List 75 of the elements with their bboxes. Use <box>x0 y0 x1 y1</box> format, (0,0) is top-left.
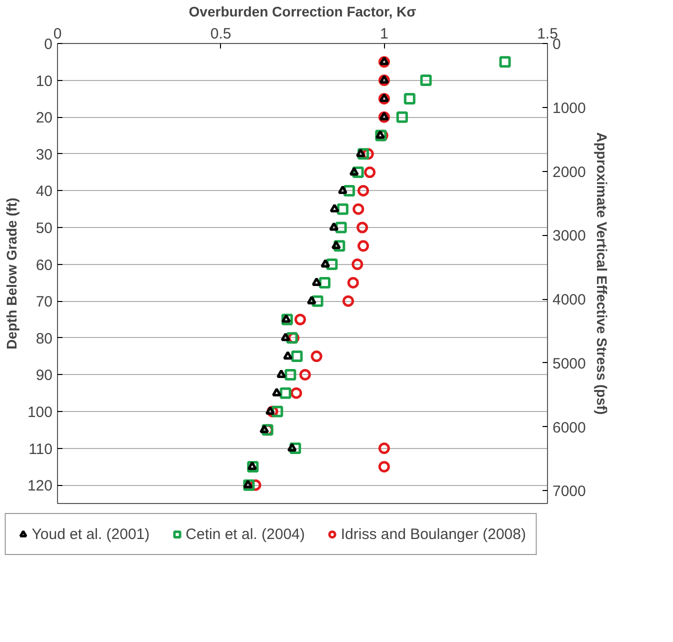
point <box>349 167 359 176</box>
point <box>352 258 364 270</box>
legend-label: Youd et al. (2001) <box>32 526 150 542</box>
point <box>318 276 330 288</box>
point <box>330 204 340 212</box>
point <box>375 130 385 139</box>
point <box>287 443 297 452</box>
point <box>320 259 330 268</box>
point <box>329 222 339 231</box>
point <box>379 112 389 120</box>
point <box>290 387 302 399</box>
point <box>265 406 275 415</box>
point <box>247 461 257 470</box>
point <box>243 480 253 488</box>
y2-tick-label: 1000 <box>552 100 586 117</box>
point <box>342 295 354 307</box>
point <box>364 166 376 178</box>
point <box>294 314 306 326</box>
point <box>280 332 290 342</box>
point <box>306 296 316 304</box>
point <box>283 351 293 360</box>
point <box>379 56 389 66</box>
y-tick-label: 90 <box>36 367 53 384</box>
point <box>284 368 296 380</box>
y-tick-label: 110 <box>28 440 53 458</box>
point <box>280 387 292 399</box>
x-tick-label: 0.5 <box>210 26 232 42</box>
y2-tick-label: 6000 <box>552 419 586 436</box>
point <box>260 424 270 434</box>
y2-tick-label: 3000 <box>552 228 586 245</box>
point <box>499 56 511 68</box>
y2-tick-label: 2000 <box>552 164 586 181</box>
point <box>310 350 322 362</box>
x-tick-label: 1 <box>380 26 388 42</box>
y2-axis-title: Approximate Vertical Effective Stress (psf) <box>594 132 610 415</box>
y-tick-label: 20 <box>36 110 53 127</box>
y-tick-label: 70 <box>36 294 53 311</box>
x-axis-title: Overburden Correction Factor, Kσ <box>188 4 417 20</box>
y-tick-label: 40 <box>36 183 53 200</box>
y2-tick-label: 5000 <box>552 355 586 372</box>
y-tick-label: 60 <box>36 256 53 274</box>
point <box>396 111 408 123</box>
y-axis-title: Depth Below Grade (ft) <box>3 198 20 350</box>
point <box>312 277 322 286</box>
point <box>276 369 286 378</box>
point <box>272 388 282 396</box>
point <box>299 368 311 380</box>
point <box>378 460 390 472</box>
point <box>338 185 348 194</box>
legend-label: Idriss and Boulanger (2008) <box>340 526 526 542</box>
point <box>358 184 370 196</box>
point <box>379 93 389 102</box>
legend-label: Cetin et al. (2004) <box>186 526 305 542</box>
point <box>378 442 390 454</box>
y2-tick-label: 4000 <box>552 292 586 309</box>
point <box>420 74 432 86</box>
y-tick-label: 80 <box>36 330 53 348</box>
y-tick-label: 120 <box>27 478 53 495</box>
y-tick-label: 100 <box>27 404 53 421</box>
point <box>379 75 389 84</box>
y-tick-label: 30 <box>36 146 53 164</box>
y-tick-label: 0 <box>44 36 52 53</box>
point <box>358 240 370 252</box>
point <box>281 314 291 323</box>
point <box>356 148 366 158</box>
point <box>347 276 359 288</box>
point <box>336 203 348 215</box>
y2-tick-label: 7000 <box>552 483 586 500</box>
point <box>291 350 303 362</box>
point <box>352 203 364 215</box>
point <box>356 222 368 234</box>
y-tick-label: 50 <box>36 220 53 237</box>
point <box>404 92 416 104</box>
y-tick-label: 10 <box>36 72 53 90</box>
point <box>331 240 341 250</box>
